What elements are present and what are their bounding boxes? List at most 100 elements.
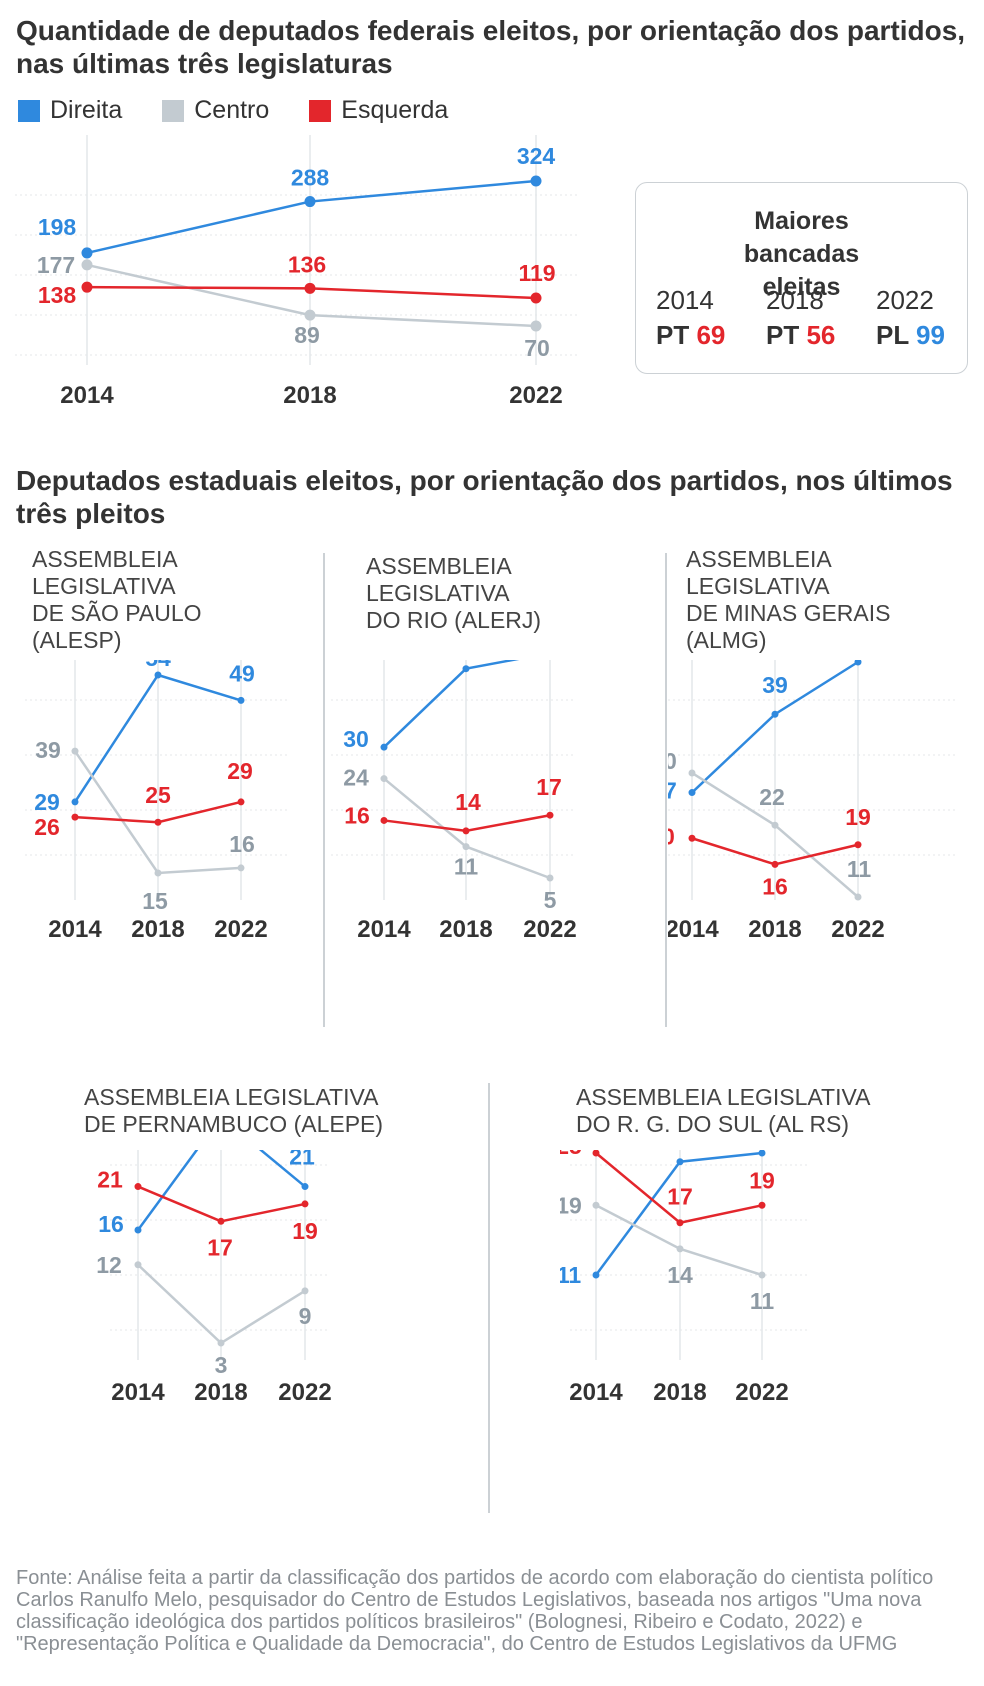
legend-swatch-centro: [162, 99, 185, 122]
data-label: 29: [227, 758, 253, 784]
data-label: 19: [845, 804, 871, 830]
box-item-2022: 2022 PL 99: [876, 285, 976, 351]
data-point-esquerda: [380, 816, 388, 824]
alrs-line-chart: 112425191411251719201420182022: [560, 1150, 810, 1406]
box-party: PT: [766, 320, 800, 350]
legend-label: Centro: [194, 96, 270, 124]
alesp-title: ASSEMBLEIA LEGISLATIVA DE SÃO PAULO (ALE…: [32, 546, 202, 653]
data-point-direita: [304, 196, 316, 208]
data-label: 39: [762, 672, 788, 698]
data-point-esquerda: [688, 834, 696, 842]
data-label: 11: [847, 856, 872, 882]
divider: [323, 553, 325, 1027]
data-point-esquerda: [462, 827, 470, 835]
data-label: 5: [544, 887, 557, 913]
data-label: 89: [294, 322, 320, 348]
data-point-centro: [81, 259, 93, 271]
data-label: 14: [667, 1262, 693, 1288]
alepe-title: ASSEMBLEIA LEGISLATIVA DE PERNAMBUCO (AL…: [84, 1084, 384, 1137]
data-label: 288: [291, 165, 330, 191]
data-label: 17: [667, 1184, 693, 1210]
alerj-line-chart: 30454824115161417201420182022: [331, 660, 577, 943]
federal-line-chart: 198 288 324 177 89 70 138 136 119 2014 2018 2022: [15, 135, 580, 409]
data-point-direita: [771, 710, 779, 718]
data-label: 324: [517, 143, 556, 169]
data-point-centro: [758, 1271, 766, 1279]
x-tick-label: 2014: [48, 916, 102, 943]
data-point-esquerda: [758, 1201, 766, 1209]
x-tick-label: 2018: [748, 916, 801, 943]
data-label: 138: [38, 282, 77, 308]
data-point-centro: [771, 821, 779, 829]
legend-swatch-esquerda: [309, 99, 332, 122]
data-point-centro: [688, 769, 696, 777]
data-point-direita: [688, 789, 696, 797]
data-label: 70: [524, 335, 550, 361]
data-label: 27: [668, 778, 677, 804]
data-point-esquerda: [154, 818, 162, 826]
data-point-esquerda: [71, 813, 79, 821]
data-label: 198: [38, 214, 77, 240]
series-line-direita: [594, 1151, 763, 1276]
data-label: 16: [762, 873, 788, 899]
x-tick-label: 2022: [735, 1379, 788, 1406]
data-point-direita: [301, 1183, 309, 1191]
data-point-centro: [462, 843, 470, 851]
data-point-centro: [592, 1201, 600, 1209]
data-label: 22: [759, 784, 785, 810]
data-label: 16: [98, 1211, 124, 1237]
data-label: 19: [560, 1192, 582, 1218]
x-tick-label: 2022: [509, 382, 562, 409]
data-label: 26: [34, 814, 60, 840]
box-item-2014: 2014 PT 69: [656, 285, 756, 351]
box-party-value: PT 69: [656, 320, 756, 351]
data-point-centro: [854, 893, 862, 901]
data-label: 21: [97, 1167, 123, 1193]
source-footer: Fonte: Análise feita a partir da classif…: [16, 1567, 934, 1655]
data-point-direita: [81, 247, 93, 259]
largest-caucuses-box: Maiores bancadas eleitas 2014 PT 69 2018…: [635, 182, 968, 374]
data-label: 19: [749, 1167, 775, 1193]
x-tick-label: 2014: [668, 916, 719, 943]
data-label: 136: [288, 251, 326, 277]
box-party-value: PT 56: [766, 320, 866, 351]
x-tick-label: 2022: [523, 916, 576, 943]
series-line-direita: [136, 1150, 306, 1231]
data-point-esquerda: [771, 860, 779, 868]
box-year: 2018: [766, 285, 824, 315]
data-label: 21: [289, 1150, 315, 1170]
data-label: 30: [343, 726, 369, 752]
data-point-direita: [676, 1158, 684, 1166]
data-label: 25: [145, 782, 171, 808]
data-label: 19: [292, 1218, 318, 1244]
data-label: 15: [142, 888, 168, 914]
data-label: 3: [215, 1352, 228, 1378]
data-label: 39: [35, 737, 61, 763]
data-point-esquerda: [304, 282, 316, 294]
data-label: 177: [37, 252, 75, 278]
alrs-title: ASSEMBLEIA LEGISLATIVA DO R. G. DO SUL (…: [576, 1084, 871, 1137]
legend: Direita Centro Esquerda: [18, 96, 448, 125]
data-point-esquerda: [217, 1217, 225, 1225]
legend-item-esquerda: Esquerda: [309, 96, 448, 125]
box-party-value: PL 99: [876, 320, 976, 351]
data-point-esquerda: [530, 292, 542, 304]
data-label: 9: [299, 1303, 312, 1329]
data-point-centro: [676, 1245, 684, 1253]
data-point-centro: [154, 869, 162, 877]
alerj-title: ASSEMBLEIA LEGISLATIVA DO RIO (ALERJ): [366, 553, 542, 633]
state-charts-title: Deputados estaduais eleitos, por orienta…: [16, 465, 953, 529]
data-label: 11: [454, 854, 479, 880]
data-point-centro: [237, 864, 245, 872]
data-point-direita: [134, 1226, 142, 1234]
data-point-centro: [304, 309, 316, 321]
box-party: PL: [876, 320, 909, 350]
data-point-direita: [758, 1150, 766, 1157]
data-label: 11: [560, 1262, 581, 1288]
data-label: 24: [343, 765, 369, 791]
x-tick-label: 2022: [214, 916, 267, 943]
data-label: 16: [229, 831, 255, 857]
x-tick-label: 2018: [283, 382, 336, 409]
series-line-direita: [86, 179, 537, 255]
data-label: 12: [96, 1252, 122, 1278]
